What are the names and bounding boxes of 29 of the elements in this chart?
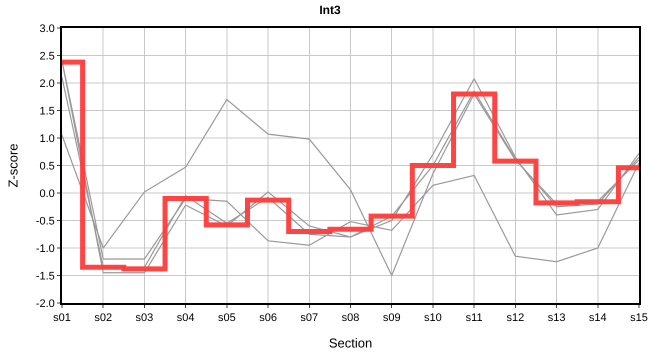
y-tick-label: 0.0 (40, 188, 55, 200)
y-tick-label: 0.5 (40, 160, 55, 172)
y-axis-title: Z-score (5, 143, 20, 188)
x-tick-label: s11 (466, 312, 483, 324)
y-tick-label: 1.5 (40, 105, 55, 118)
y-tick-label: 2.0 (40, 78, 55, 90)
x-tick-label: s03 (136, 312, 154, 324)
x-tick-label: s10 (424, 312, 442, 324)
x-tick-label: s13 (548, 312, 566, 324)
y-tick-label: 3.0 (40, 22, 55, 35)
x-tick-label: s07 (300, 312, 318, 324)
x-tick-label: s02 (94, 312, 112, 324)
y-tick-label: -1.5 (36, 270, 55, 282)
y-tick-label: -0.5 (36, 215, 55, 228)
x-tick-label: s04 (176, 312, 195, 324)
x-tick-label: s09 (382, 312, 401, 324)
x-tick-label: s08 (342, 312, 360, 324)
x-tick-label: s06 (259, 312, 277, 324)
x-tick-label: s14 (588, 312, 607, 324)
y-tick-label: 2.5 (40, 50, 55, 62)
x-tick-label: s12 (506, 312, 524, 324)
x-axis-title: Section (328, 335, 372, 350)
x-tick-label: s05 (218, 312, 236, 324)
x-tick-label: s01 (53, 312, 71, 324)
x-tick-label: s15 (630, 312, 648, 324)
y-tick-label: 1.0 (40, 132, 55, 145)
y-tick-label: -1.0 (36, 242, 55, 255)
y-tick-label: -2.0 (36, 298, 55, 310)
chart-title: Int3 (319, 2, 341, 17)
